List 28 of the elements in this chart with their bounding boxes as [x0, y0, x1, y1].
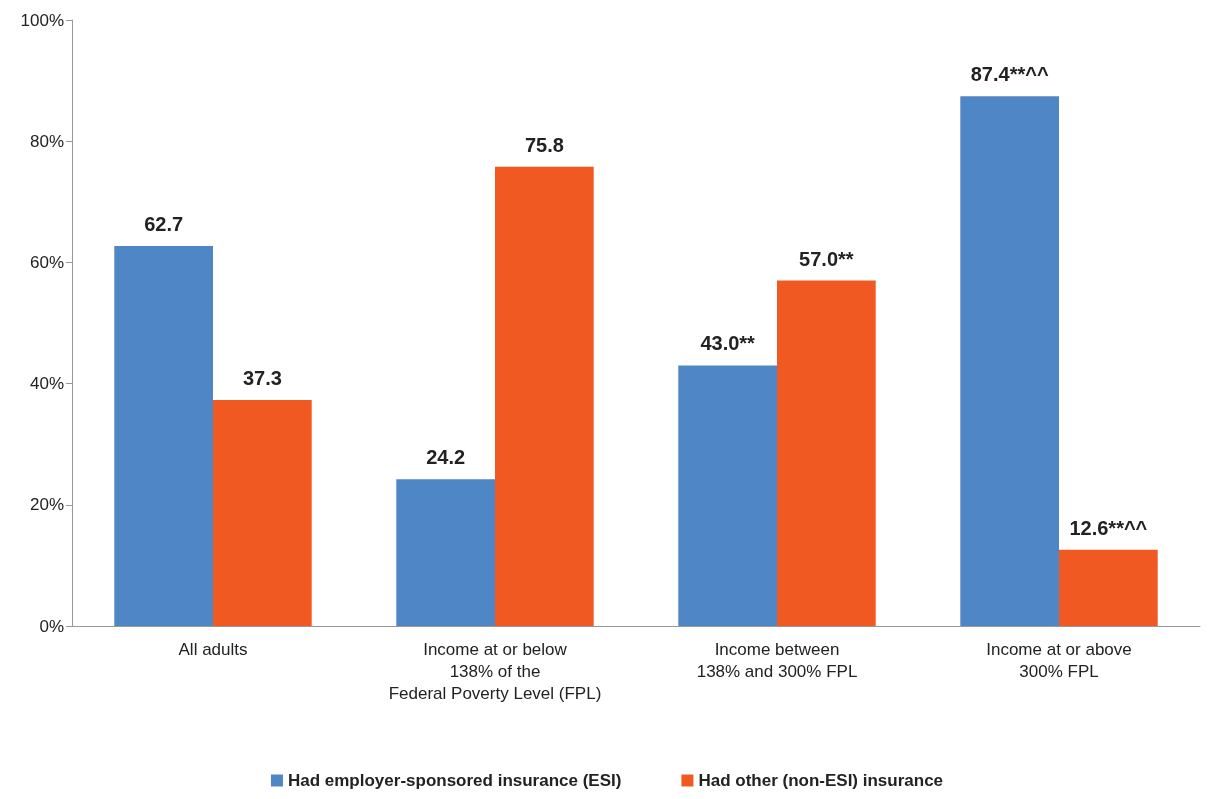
bar [960, 96, 1059, 626]
bar [495, 166, 594, 626]
data-label: 87.4**^^ [970, 63, 1049, 86]
y-tick-label: 100% [20, 10, 64, 30]
data-label: 12.6**^^ [1069, 516, 1148, 539]
x-tick-label: Income between 138% and 300% FPL [696, 639, 858, 681]
data-label: 57.0** [799, 247, 854, 270]
bar [114, 246, 213, 626]
y-tick-label: 0% [39, 616, 64, 636]
y-tick-label: 80% [29, 131, 64, 151]
bar [678, 365, 777, 626]
bar [396, 479, 495, 626]
data-label: 75.8 [524, 133, 564, 156]
bar [1059, 549, 1158, 626]
data-label: 62.7 [144, 213, 184, 236]
bar [777, 280, 876, 626]
legend-label: Had employer-sponsored insurance (ESI) [287, 771, 622, 790]
bar [213, 399, 312, 626]
data-label: 37.3 [242, 366, 282, 389]
data-label: 24.2 [426, 446, 466, 469]
y-tick-label: 20% [29, 495, 64, 515]
y-tick-label: 60% [29, 252, 64, 272]
y-tick-label: 40% [29, 374, 64, 394]
data-label: 43.0** [700, 332, 756, 355]
x-tick-label: Income at or below 138% of the Federal Poverty Level (FPL) [388, 639, 602, 703]
x-tick-label: All adults [178, 639, 248, 659]
x-tick-label: Income at or above 300% FPL [986, 639, 1132, 681]
legend-label: Had other (non-ESI) insurance [698, 771, 944, 790]
